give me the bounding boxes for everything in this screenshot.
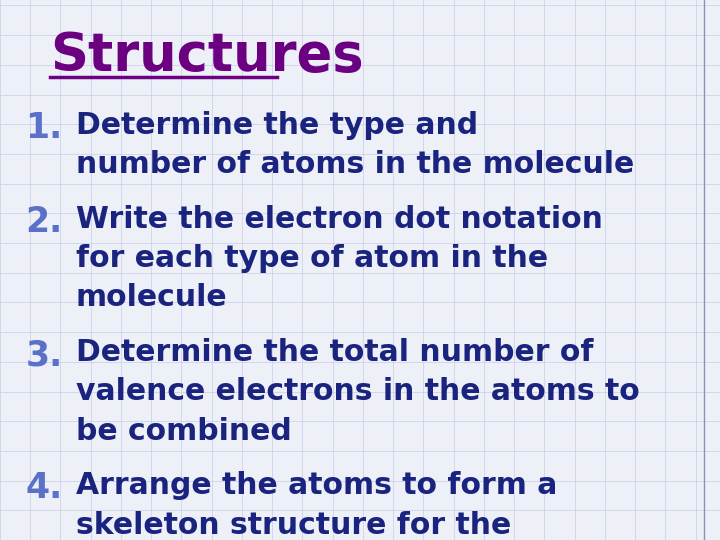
Text: Arrange the atoms to form a: Arrange the atoms to form a <box>76 471 557 501</box>
Text: number of atoms in the molecule: number of atoms in the molecule <box>76 150 634 179</box>
Text: Determine the total number of: Determine the total number of <box>76 338 593 367</box>
Text: Structures: Structures <box>50 30 364 82</box>
Text: 4.: 4. <box>25 471 63 505</box>
Text: 2.: 2. <box>25 205 63 239</box>
Text: 1.: 1. <box>25 111 63 145</box>
Text: molecule: molecule <box>76 284 228 313</box>
Text: skeleton structure for the: skeleton structure for the <box>76 511 511 540</box>
Text: 3.: 3. <box>25 338 63 372</box>
Text: Write the electron dot notation: Write the electron dot notation <box>76 205 603 234</box>
Text: for each type of atom in the: for each type of atom in the <box>76 244 548 273</box>
Text: valence electrons in the atoms to: valence electrons in the atoms to <box>76 377 639 407</box>
Text: Determine the type and: Determine the type and <box>76 111 478 140</box>
Text: be combined: be combined <box>76 417 292 446</box>
